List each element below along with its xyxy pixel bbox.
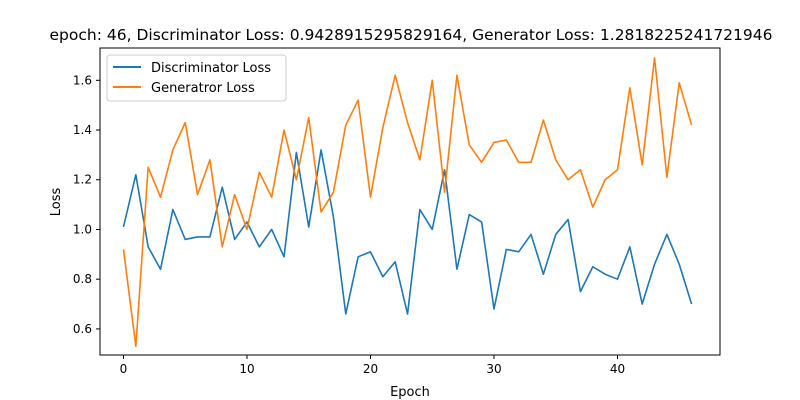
x-tick-label: 0	[120, 362, 128, 376]
y-tick-label: 1.6	[73, 73, 92, 87]
legend-label-discriminator: Discriminator Loss	[151, 61, 271, 76]
series-layer	[122, 57, 693, 348]
chart-title: epoch: 46, Discriminator Loss: 0.9428915…	[50, 26, 773, 44]
legend-label-generator: Generatror Loss	[151, 81, 255, 96]
y-axis: 0.6 0.8 1.0 1.2 1.4 1.6	[73, 73, 100, 336]
x-tick-label: 10	[239, 362, 254, 376]
y-tick-label: 0.6	[73, 322, 92, 336]
x-axis: 0 10 20 30 40	[120, 355, 625, 376]
x-tick-label: 20	[363, 362, 378, 376]
y-tick-label: 1.2	[73, 173, 92, 187]
y-tick-label: 1.4	[73, 123, 92, 137]
x-tick-label: 30	[486, 362, 501, 376]
legend: Discriminator Loss Generatror Loss	[106, 54, 287, 102]
x-axis-label: Epoch	[390, 385, 430, 400]
generator-loss-line	[122, 57, 693, 348]
legend-box	[106, 54, 287, 102]
y-tick-label: 0.8	[73, 272, 92, 286]
x-tick-label: 40	[610, 362, 625, 376]
y-axis-label: Loss	[49, 188, 64, 217]
discriminator-loss-line	[122, 149, 693, 315]
y-tick-label: 1.0	[73, 222, 92, 236]
